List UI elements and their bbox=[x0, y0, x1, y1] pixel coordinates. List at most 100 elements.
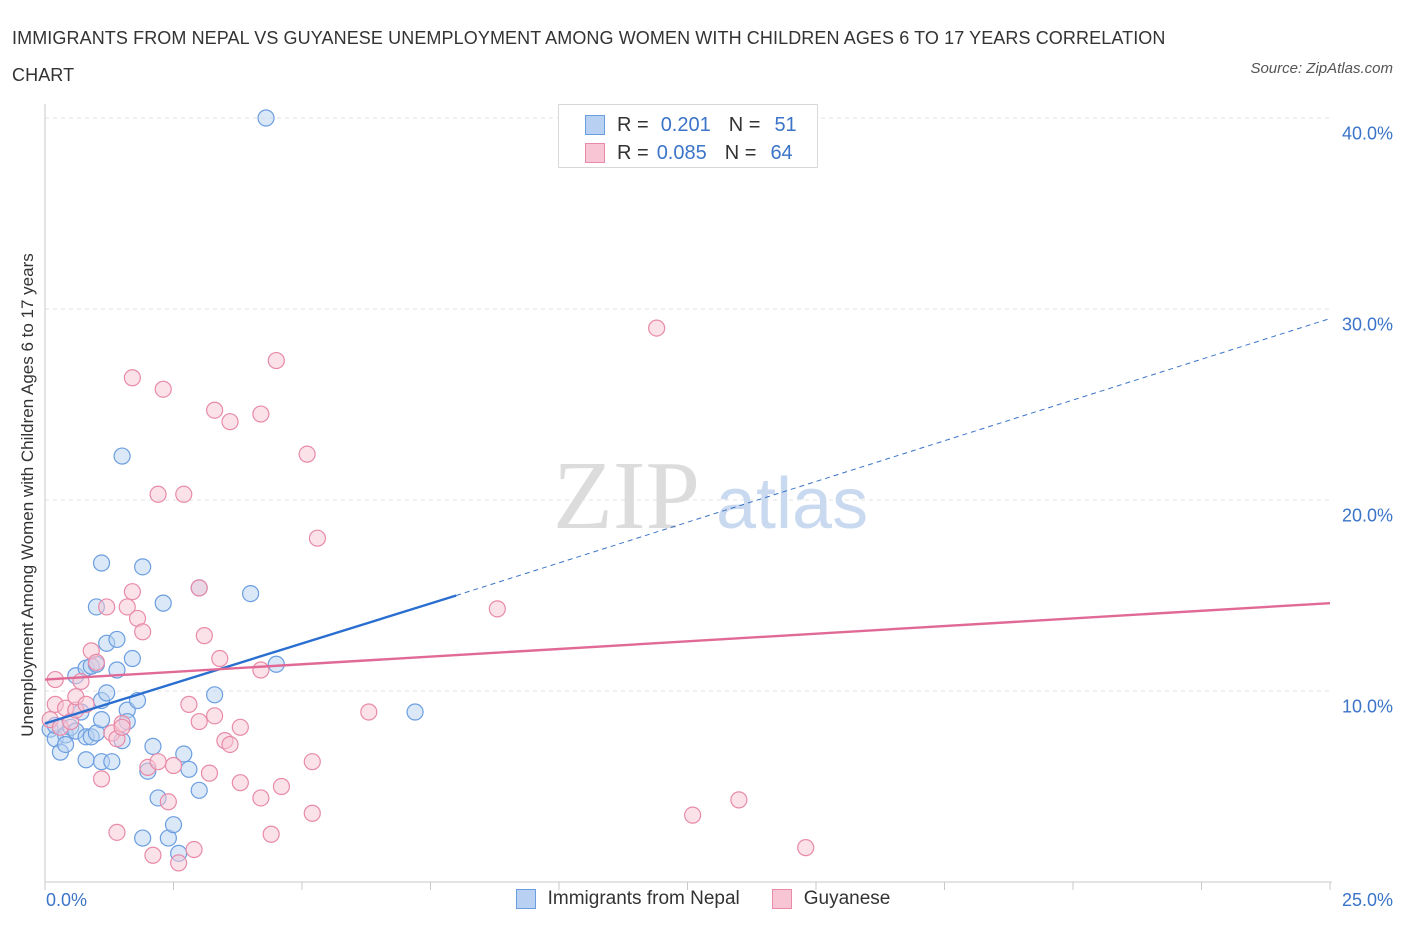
r-value-guyanese: 0.085 bbox=[656, 141, 707, 164]
data-point-guyanese bbox=[175, 485, 193, 503]
data-point-guyanese bbox=[185, 840, 203, 859]
n-value-nepal: 51 bbox=[774, 113, 797, 136]
data-point-guyanese bbox=[488, 600, 506, 618]
data-point-guyanese bbox=[272, 777, 291, 796]
chart-title: IMMIGRANTS FROM NEPAL VS GUYANESE UNEMPL… bbox=[12, 28, 1166, 85]
legend-item-guyanese[interactable]: Guyanese bbox=[771, 888, 891, 910]
r-label: R = bbox=[617, 113, 649, 136]
data-point-nepal bbox=[123, 649, 141, 668]
data-point-guyanese bbox=[252, 405, 270, 423]
data-point-nepal bbox=[77, 751, 95, 769]
stats-swatch-guyanese bbox=[585, 143, 605, 163]
legend-item-nepal[interactable]: Immigrants from Nepal bbox=[515, 888, 740, 910]
legend-label-guyanese: Guyanese bbox=[803, 888, 891, 909]
y-tick-label-30: 30.0% bbox=[1341, 314, 1393, 335]
n-label: N = bbox=[724, 141, 757, 164]
stats-swatch-nepal bbox=[585, 115, 605, 135]
data-point-guyanese bbox=[190, 712, 208, 731]
data-point-nepal bbox=[154, 594, 172, 612]
data-point-guyanese bbox=[159, 793, 177, 811]
trend-line-guyanese bbox=[44, 601, 1331, 681]
data-point-guyanese bbox=[113, 718, 131, 736]
data-point-guyanese bbox=[92, 770, 111, 788]
data-point-guyanese bbox=[118, 598, 136, 616]
y-axis-label: Unemployment Among Women with Children A… bbox=[18, 253, 37, 737]
legend-swatch-guyanese bbox=[771, 889, 792, 909]
data-point-nepal bbox=[92, 711, 111, 729]
data-point-guyanese bbox=[149, 485, 167, 503]
watermark: ZIP atlas bbox=[553, 442, 868, 550]
data-point-nepal bbox=[144, 737, 162, 755]
data-point-guyanese bbox=[303, 804, 321, 822]
data-point-nepal bbox=[206, 686, 224, 704]
data-point-guyanese bbox=[87, 653, 106, 671]
r-value-nepal: 0.201 bbox=[660, 113, 711, 136]
axes bbox=[44, 104, 1332, 890]
source-credit: Source: ZipAtlas.com bbox=[1250, 60, 1393, 77]
data-point-guyanese bbox=[730, 791, 748, 809]
data-point-nepal bbox=[98, 684, 116, 702]
data-point-guyanese bbox=[206, 401, 224, 419]
legend: Immigrants from Nepal Guyanese bbox=[0, 888, 1406, 910]
data-point-nepal bbox=[175, 745, 193, 763]
data-point-guyanese bbox=[180, 695, 198, 713]
data-point-nepal bbox=[103, 753, 121, 771]
n-label: N = bbox=[728, 113, 761, 136]
correlation-stats-box: R = 0.201 N = 51 R = 0.085 N = 64 bbox=[558, 104, 818, 168]
data-point-nepal bbox=[164, 816, 183, 834]
data-point-guyanese bbox=[231, 718, 249, 736]
data-point-guyanese bbox=[252, 661, 270, 679]
x-tick-label-max: 25.0% bbox=[1341, 890, 1393, 910]
data-point-nepal bbox=[134, 829, 152, 847]
stats-row-nepal: R = 0.201 N = 51 bbox=[585, 112, 797, 138]
data-point-guyanese bbox=[684, 806, 702, 824]
data-point-guyanese bbox=[221, 413, 239, 431]
data-point-guyanese bbox=[195, 627, 213, 645]
r-label: R = bbox=[617, 141, 649, 164]
data-point-guyanese bbox=[221, 735, 239, 754]
trend-lines bbox=[44, 318, 1331, 725]
data-point-guyanese bbox=[108, 823, 126, 841]
data-point-nepal bbox=[406, 703, 424, 721]
legend-swatch-nepal bbox=[515, 889, 536, 909]
data-point-guyanese bbox=[308, 529, 327, 547]
data-point-guyanese bbox=[164, 756, 183, 775]
data-point-guyanese bbox=[149, 753, 167, 771]
data-point-guyanese bbox=[231, 774, 249, 792]
data-point-guyanese bbox=[267, 351, 285, 370]
data-point-nepal bbox=[257, 109, 275, 127]
data-point-guyanese bbox=[252, 789, 270, 807]
data-point-guyanese bbox=[123, 583, 141, 601]
data-point-guyanese bbox=[262, 825, 280, 843]
x-tick-label-min: 0.0% bbox=[46, 890, 88, 910]
data-point-nepal bbox=[108, 630, 126, 649]
data-point-guyanese bbox=[190, 579, 208, 597]
data-point-guyanese bbox=[298, 445, 316, 463]
stats-row-guyanese: R = 0.085 N = 64 bbox=[585, 140, 793, 166]
data-point-nepal bbox=[190, 781, 208, 799]
data-point-nepal bbox=[180, 760, 198, 778]
data-point-guyanese bbox=[144, 846, 162, 864]
data-point-nepal bbox=[113, 447, 131, 465]
trend-line-nepal bbox=[44, 594, 457, 725]
y-tick-label-20: 20.0% bbox=[1341, 505, 1393, 526]
data-point-guyanese bbox=[134, 623, 152, 641]
data-point-guyanese bbox=[170, 854, 188, 872]
data-point-guyanese bbox=[154, 380, 172, 398]
legend-label-nepal: Immigrants from Nepal bbox=[547, 888, 740, 909]
data-point-guyanese bbox=[360, 703, 378, 721]
data-point-guyanese bbox=[206, 707, 224, 725]
data-point-guyanese bbox=[123, 369, 141, 387]
watermark-atlas: atlas bbox=[716, 464, 868, 544]
data-point-guyanese bbox=[72, 672, 90, 691]
data-point-nepal bbox=[56, 735, 75, 754]
data-point-guyanese bbox=[211, 649, 229, 668]
grid-lines bbox=[45, 117, 1330, 692]
y-tick-label-10: 10.0% bbox=[1341, 696, 1393, 717]
data-point-guyanese bbox=[648, 319, 666, 337]
watermark-zip: ZIP bbox=[553, 442, 700, 550]
data-point-nepal bbox=[92, 554, 111, 572]
data-point-nepal bbox=[242, 584, 260, 603]
data-point-guyanese bbox=[797, 839, 815, 857]
